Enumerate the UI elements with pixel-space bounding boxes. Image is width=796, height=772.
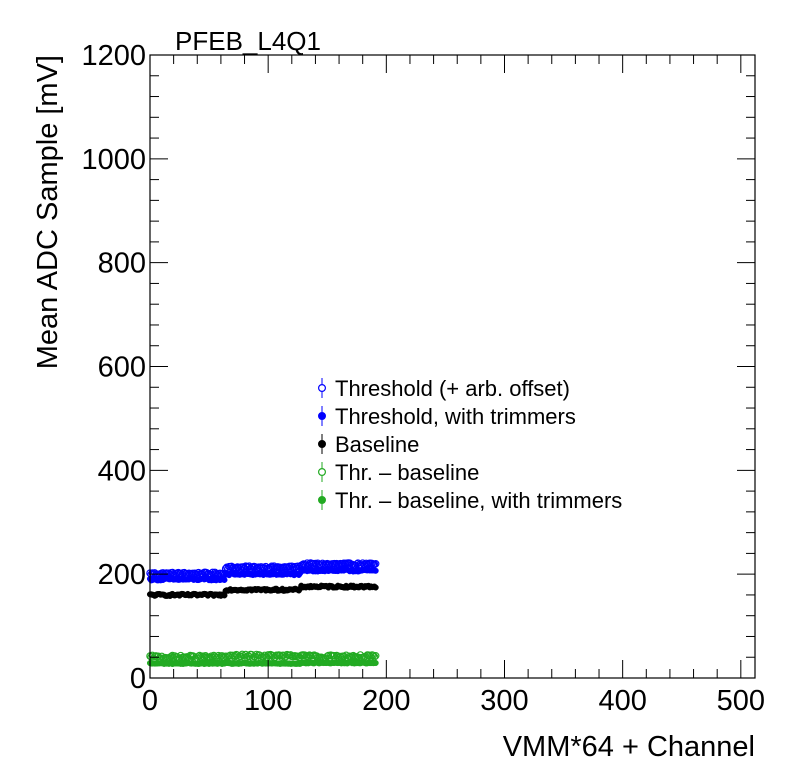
x-tick-label: 100 (244, 685, 292, 717)
data-point (221, 576, 228, 584)
legend-label: Thr. – baseline, with trimmers (335, 488, 622, 513)
data-point (372, 567, 379, 574)
legend-label: Thr. – baseline (335, 460, 479, 485)
legend-item-threshold-with-trimmers: Threshold, with trimmers (318, 404, 576, 429)
legend-marker (318, 468, 327, 477)
series-thr-baseline-with-trimmers (146, 659, 379, 668)
data-point (372, 584, 379, 591)
y-tick-label: 1000 (81, 144, 146, 176)
tick-labels: 0 100 200 300 400 500 0 200 400 600 800 1000 1200 (81, 40, 765, 717)
legend-label: Threshold (+ arb. offset) (335, 376, 570, 401)
x-tick-label: 200 (362, 685, 410, 717)
legend-label: Baseline (335, 432, 419, 457)
data-marks (146, 559, 380, 668)
legend-item-threshold-arb-offset: Threshold (+ arb. offset) (318, 376, 570, 401)
x-tick-label: 400 (598, 685, 646, 717)
legend-item-thr-baseline: Thr. – baseline (318, 460, 479, 485)
y-tick-label: 1200 (81, 40, 146, 72)
y-tick-label: 600 (98, 352, 146, 384)
y-tick-label: 200 (98, 559, 146, 591)
series-baseline (146, 582, 379, 599)
data-point (371, 560, 380, 568)
series-threshold-with-trimmers (146, 566, 379, 584)
legend-label: Threshold, with trimmers (335, 404, 576, 429)
legend-marker (318, 496, 327, 505)
data-point (369, 651, 378, 660)
legend-marker (318, 384, 327, 393)
legend-item-thr-baseline-with-trimmers: Thr. – baseline, with trimmers (318, 488, 622, 513)
y-tick-label: 800 (98, 248, 146, 280)
data-point (371, 651, 380, 660)
x-axis-title: VMM*64 + Channel (503, 731, 755, 763)
y-axis-title: Mean ADC Sample [mV] (32, 55, 64, 369)
axis-ticks (149, 54, 755, 679)
y-tick-label: 0 (130, 663, 146, 695)
x-tick-label: 0 (142, 685, 158, 717)
data-point (247, 650, 256, 659)
x-tick-label: 300 (480, 685, 528, 717)
plot-title: PFEB_L4Q1 (175, 26, 321, 56)
x-tick-label: 500 (717, 685, 765, 717)
legend: Threshold (+ arb. offset) Threshold, with… (318, 376, 622, 513)
legend-marker (318, 440, 327, 449)
y-tick-label: 400 (98, 455, 146, 487)
data-point (372, 659, 379, 667)
legend-item-baseline: Baseline (318, 432, 419, 457)
legend-marker (318, 412, 327, 421)
